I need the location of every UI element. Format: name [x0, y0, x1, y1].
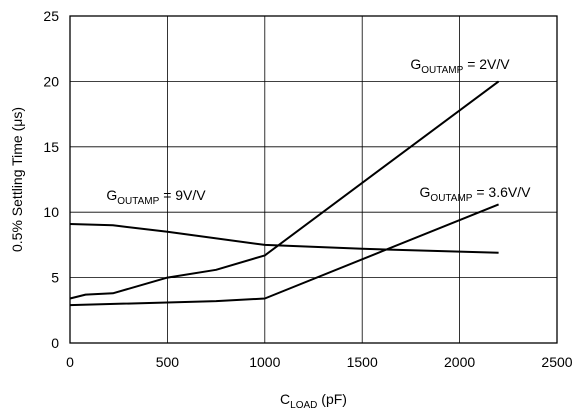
series-line-0 [69, 80, 500, 300]
x-tick-label: 2500 [541, 354, 572, 370]
y-axis-label: 0.5% Settling Time (μs) [9, 107, 25, 252]
series-label-main: G [106, 187, 117, 203]
y-tick-label: 15 [43, 139, 59, 155]
series-label-main: G [420, 184, 431, 200]
series-label-tail: = 2V/V [463, 56, 510, 72]
y-tick-label: 20 [43, 73, 59, 89]
series-label-tail: = 9V/V [159, 187, 206, 203]
series-label-2vv: GOUTAMP = 2V/V [410, 56, 510, 76]
series-label-sub: OUTAMP [421, 65, 463, 76]
y-tick-label: 10 [43, 204, 59, 220]
series-label-tail: = 3.6V/V [472, 184, 531, 200]
series-line-1 [69, 203, 499, 307]
x-tick-label: 2000 [444, 354, 475, 370]
x-axis-label-tail: (pF) [317, 391, 347, 407]
axis-tick-labels: 0 500 1000 1500 2000 2500 0 5 10 15 20 25 [43, 8, 572, 370]
y-tick-label: 25 [43, 8, 59, 24]
series-label-sub: OUTAMP [117, 196, 159, 207]
y-tick-label: 0 [51, 335, 59, 351]
grid-lines [70, 16, 557, 343]
x-axis-label-main: C [280, 391, 290, 407]
series-label-sub: OUTAMP [430, 193, 472, 204]
series-label-main: G [410, 56, 421, 72]
x-tick-label: 1500 [347, 354, 378, 370]
series-lines [69, 80, 500, 307]
series-label-3-6vv: GOUTAMP = 3.6V/V [420, 184, 532, 204]
series-label-9vv: GOUTAMP = 9V/V [106, 187, 206, 207]
x-tick-label: 500 [156, 354, 180, 370]
y-tick-label: 5 [51, 270, 59, 286]
x-tick-label: 0 [66, 354, 74, 370]
series-line-2 [69, 223, 499, 254]
x-axis-label-sub: LOAD [290, 400, 317, 411]
plot-area-frame [69, 15, 558, 344]
x-tick-label: 1000 [249, 354, 280, 370]
x-axis-label: CLOAD (pF) [280, 391, 347, 411]
